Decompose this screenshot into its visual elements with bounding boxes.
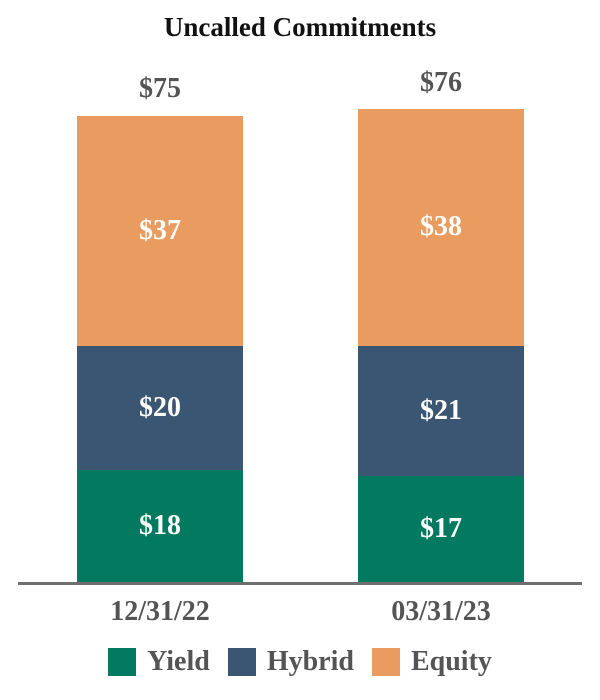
legend: Yield Hybrid Equity: [0, 646, 600, 678]
stacked-bar-03-31-23: $17 $21 $38: [358, 109, 524, 582]
segment-value-label: $18: [139, 510, 181, 542]
x-tick-label: 12/31/22: [110, 596, 210, 627]
x-tick-label: 03/31/23: [391, 596, 491, 627]
bar-segment-yield: $18: [77, 470, 243, 582]
bar-total-label: $75: [139, 73, 181, 104]
chart-title: Uncalled Commitments: [163, 12, 437, 42]
segment-value-label: $21: [420, 394, 462, 426]
segment-value-label: $17: [420, 513, 462, 545]
legend-swatch-hybrid: [227, 648, 256, 676]
legend-item-equity: Equity: [371, 646, 492, 678]
bar-segment-hybrid: $21: [358, 345, 524, 477]
bar-segment-equity: $37: [77, 115, 243, 346]
legend-label: Equity: [410, 646, 492, 677]
stacked-bar-12-31-22: $18 $20 $37: [77, 115, 243, 582]
bar-segment-equity: $38: [358, 109, 524, 346]
legend-label: Hybrid: [266, 646, 354, 677]
x-axis-line: [18, 582, 582, 585]
bar-total-label: $76: [420, 67, 462, 98]
legend-label: Yield: [147, 646, 210, 677]
legend-item-yield: Yield: [108, 646, 210, 678]
segment-value-label: $37: [139, 214, 181, 246]
legend-swatch-yield: [108, 648, 137, 676]
bar-segment-yield: $17: [358, 476, 524, 582]
segment-value-label: $38: [420, 211, 462, 243]
legend-swatch-equity: [371, 648, 400, 676]
segment-value-label: $20: [139, 391, 181, 423]
bar-segment-hybrid: $20: [77, 345, 243, 471]
legend-item-hybrid: Hybrid: [227, 646, 354, 678]
